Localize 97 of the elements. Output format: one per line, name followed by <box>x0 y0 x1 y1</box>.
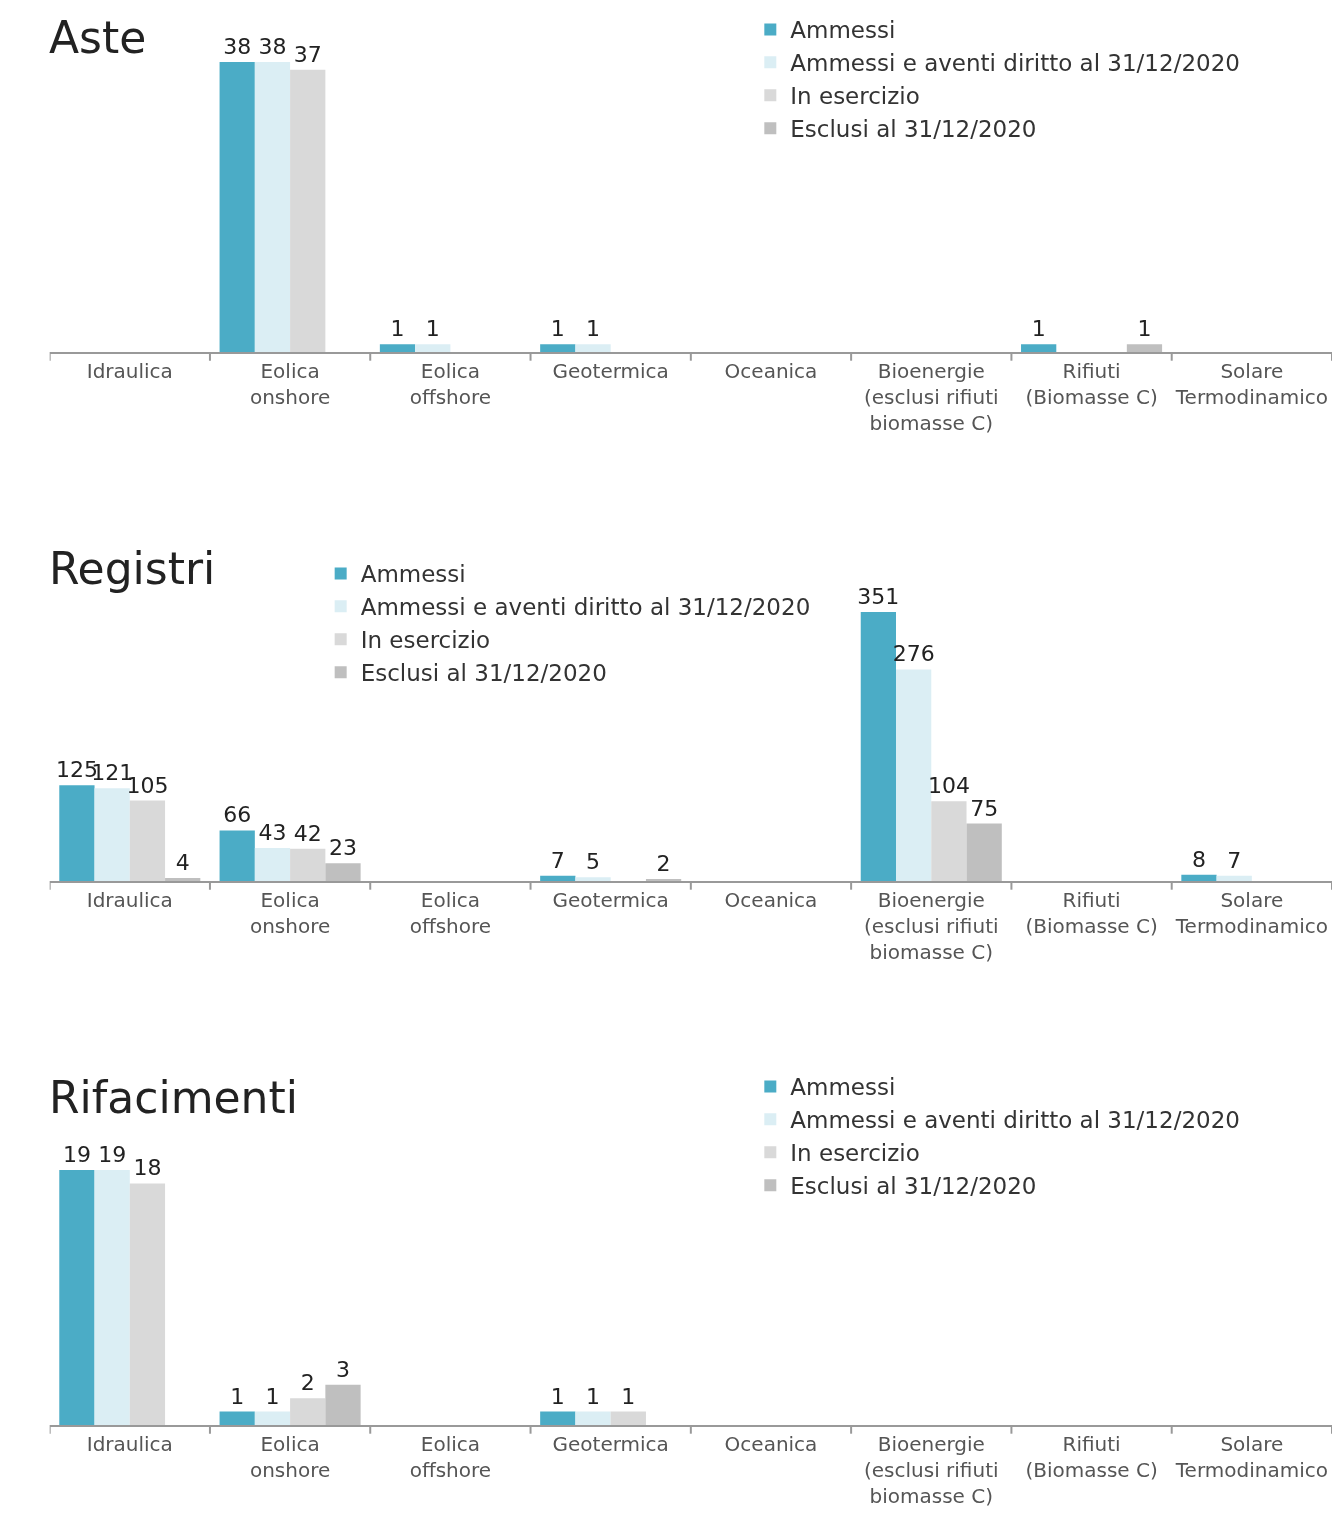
bar <box>931 801 967 881</box>
bar <box>219 830 255 881</box>
bar <box>59 1170 95 1425</box>
x-tick-label: Eolica offshore <box>409 1432 492 1482</box>
data-label: 8 <box>1191 846 1206 872</box>
bar <box>896 669 932 881</box>
x-tick-label: Idraulica <box>86 359 173 383</box>
legend-label: Esclusi al 31/12/2020 <box>790 1173 1037 1200</box>
legend-label: Esclusi al 31/12/2020 <box>360 660 607 687</box>
chart-title: Aste <box>49 12 147 63</box>
x-tick-label: Solare Termodinamico <box>1174 1432 1328 1482</box>
data-label: 1 <box>1031 316 1046 342</box>
data-label: 1 <box>621 1383 636 1409</box>
data-label: 5 <box>586 849 601 875</box>
data-label: 1 <box>586 1383 601 1409</box>
bar <box>290 1398 326 1425</box>
bar <box>129 1183 166 1425</box>
legend-label: Ammessi e aventi diritto al 31/12/2020 <box>790 1107 1240 1134</box>
x-tick-label: Bioenergie (esclusi rifiuti biomasse C) <box>864 1432 999 1508</box>
data-label: 2 <box>656 851 671 876</box>
x-tick-label: Eolica offshore <box>409 888 492 938</box>
data-label: 1 <box>265 1383 280 1409</box>
bar <box>165 877 201 881</box>
x-tick-label: Eolica onshore <box>249 888 331 938</box>
bar <box>325 1384 361 1425</box>
legend-label: In esercizio <box>790 83 920 110</box>
bar <box>575 877 611 881</box>
data-label: 1 <box>550 316 565 342</box>
legend-label: Ammessi <box>790 1074 896 1101</box>
data-label: 23 <box>328 835 357 861</box>
bar <box>1216 875 1252 881</box>
x-tick-label: Bioenergie (esclusi rifiuti biomasse C) <box>864 888 999 964</box>
x-tick-label: Solare Termodinamico <box>1174 359 1328 409</box>
bar <box>966 823 1002 881</box>
data-label: 75 <box>970 795 999 821</box>
data-label: 19 <box>62 1142 91 1167</box>
data-label: 4 <box>175 849 190 875</box>
data-label: 1 <box>425 316 440 342</box>
x-tick-label: Geotermica <box>552 1432 669 1456</box>
x-tick-label: Oceanica <box>724 1432 818 1456</box>
bar <box>575 1411 611 1425</box>
data-label: 38 <box>223 34 252 59</box>
legend-label: Ammessi e aventi diritto al 31/12/2020 <box>790 50 1240 77</box>
data-label: 1 <box>1137 316 1152 342</box>
x-tick-label: Solare Termodinamico <box>1174 888 1328 938</box>
data-label: 104 <box>927 773 970 799</box>
x-tick-label: Idraulica <box>86 1432 173 1456</box>
data-label: 19 <box>98 1142 127 1167</box>
x-tick-label: Rifiuti (Biomasse C) <box>1025 888 1158 938</box>
bar <box>540 875 576 881</box>
x-tick-label: Rifiuti (Biomasse C) <box>1025 1432 1158 1482</box>
x-tick-label: Geotermica <box>552 888 669 912</box>
bar <box>59 785 95 881</box>
x-tick-label: Geotermica <box>552 359 669 383</box>
bar <box>94 788 130 881</box>
legend-label: Ammessi <box>360 561 466 588</box>
bar <box>219 1411 255 1425</box>
bar <box>254 848 291 881</box>
data-label: 43 <box>258 820 287 846</box>
data-label: 1 <box>230 1383 245 1409</box>
x-tick-label: Idraulica <box>86 888 173 912</box>
bar <box>325 863 361 881</box>
legend-label: Ammessi e aventi diritto al 31/12/2020 <box>360 594 811 621</box>
data-label: 7 <box>550 847 565 873</box>
data-label: 1 <box>390 316 405 342</box>
data-label: 42 <box>293 820 322 846</box>
x-tick-label: Eolica onshore <box>249 359 331 409</box>
bar <box>610 1411 646 1425</box>
legend-label: In esercizio <box>790 1140 920 1167</box>
chart-title: Rifacimenti <box>49 1072 298 1123</box>
x-tick-label: Rifiuti (Biomasse C) <box>1025 359 1158 409</box>
data-label: 2 <box>300 1370 315 1396</box>
legend-label: In esercizio <box>360 627 491 654</box>
x-tick-label: Eolica offshore <box>409 359 492 409</box>
data-label: 38 <box>258 34 287 59</box>
data-label: 7 <box>1227 847 1242 873</box>
bar <box>1181 874 1217 881</box>
x-tick-label: Bioenergie (esclusi rifiuti biomasse C) <box>864 359 999 435</box>
x-tick-label: Oceanica <box>724 359 818 383</box>
data-label: 1 <box>586 316 601 342</box>
bar <box>860 612 896 881</box>
chart-title: Registri <box>49 543 216 594</box>
data-label: 351 <box>857 584 900 609</box>
x-tick-label: Oceanica <box>724 888 818 912</box>
bar <box>129 800 166 881</box>
data-label: 1 <box>550 1383 565 1409</box>
data-label: 3 <box>335 1356 350 1382</box>
data-label: 37 <box>293 41 322 67</box>
bar <box>290 848 326 881</box>
x-tick-label: Eolica onshore <box>249 1432 331 1482</box>
legend-label: Ammessi <box>790 17 896 44</box>
bar <box>254 1411 291 1425</box>
data-label: 66 <box>223 802 252 828</box>
bar <box>94 1170 130 1425</box>
data-label: 18 <box>133 1155 162 1181</box>
bar <box>540 1411 576 1425</box>
legend-label: Esclusi al 31/12/2020 <box>790 116 1037 143</box>
